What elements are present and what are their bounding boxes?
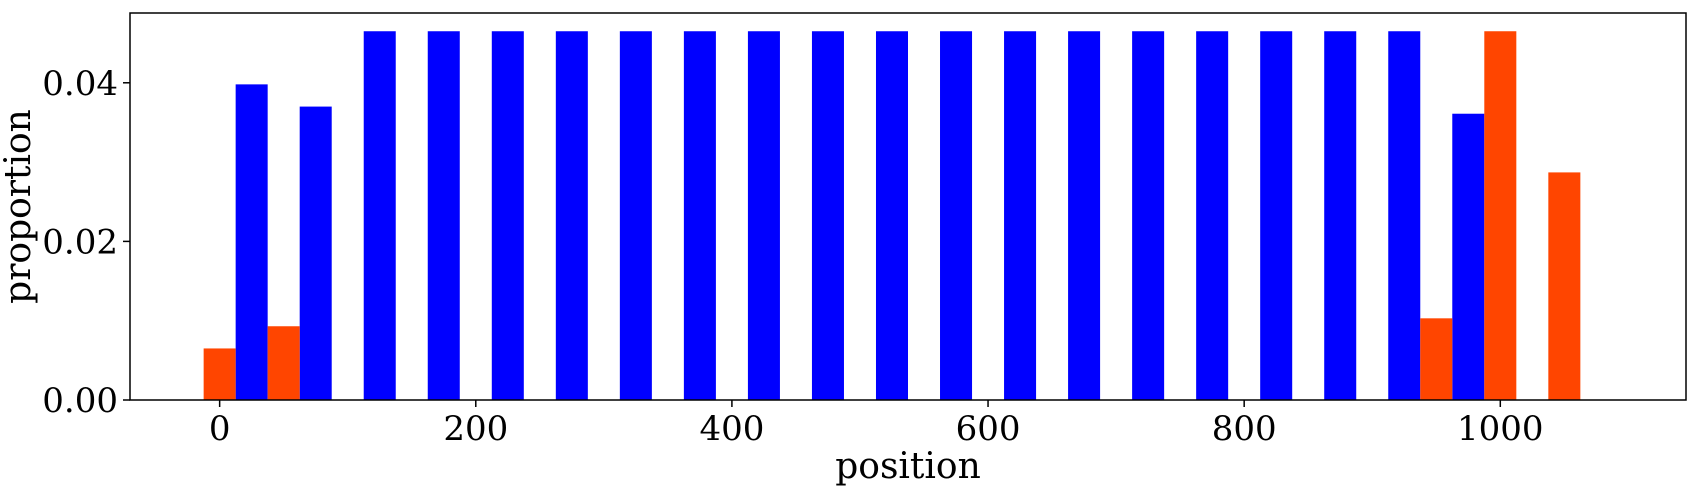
y-axis-label: proportion [0,109,39,304]
bar-s0-6 [619,31,652,401]
bar-s0-8 [747,31,780,401]
bar-s1-4 [1548,172,1581,400]
y-tick-label-2: 0.04 [42,64,118,104]
bar-s0-13 [1068,31,1101,401]
bar-s0-9 [811,31,844,401]
x-axis-ticks: 0 200 400 600 800 1000 [209,400,1544,449]
x-tick-label-2: 400 [699,409,764,449]
bar-s0-7 [683,31,716,401]
bar-s0-16 [1260,31,1293,401]
x-tick-label-3: 600 [956,409,1021,449]
bar-s0-0 [235,84,268,401]
x-axis-label: position [835,446,981,487]
bar-s1-1 [267,326,300,400]
x-tick-label-5: 1000 [1457,409,1544,449]
y-tick-label-1: 0.02 [42,222,118,262]
bar-s0-5 [555,31,588,401]
y-tick-label-0: 0.00 [42,381,118,421]
bar-s0-18 [1388,31,1421,401]
bar-s0-4 [491,31,524,401]
bar-s0-17 [1324,31,1357,401]
bar-s0-2 [363,31,396,401]
bar-s1-3 [1484,31,1517,401]
bar-s0-19 [1452,113,1485,400]
bar-s0-3 [427,31,460,401]
x-tick-label-0: 0 [209,409,231,449]
bar-s0-12 [1004,31,1037,401]
bar-s0-11 [940,31,973,401]
y-axis-ticks: 0.00 0.02 0.04 [42,64,130,421]
bar-s0-10 [875,31,908,401]
bars-layer [203,31,1581,401]
bar-s0-14 [1132,31,1165,401]
x-tick-label-4: 800 [1212,409,1277,449]
plot-frame [129,12,1687,401]
bar-s0-1 [299,106,332,400]
bar-s0-15 [1196,31,1229,401]
bar-s1-2 [1420,318,1453,400]
bar-s1-0 [203,348,236,400]
x-tick-label-1: 200 [443,409,508,449]
